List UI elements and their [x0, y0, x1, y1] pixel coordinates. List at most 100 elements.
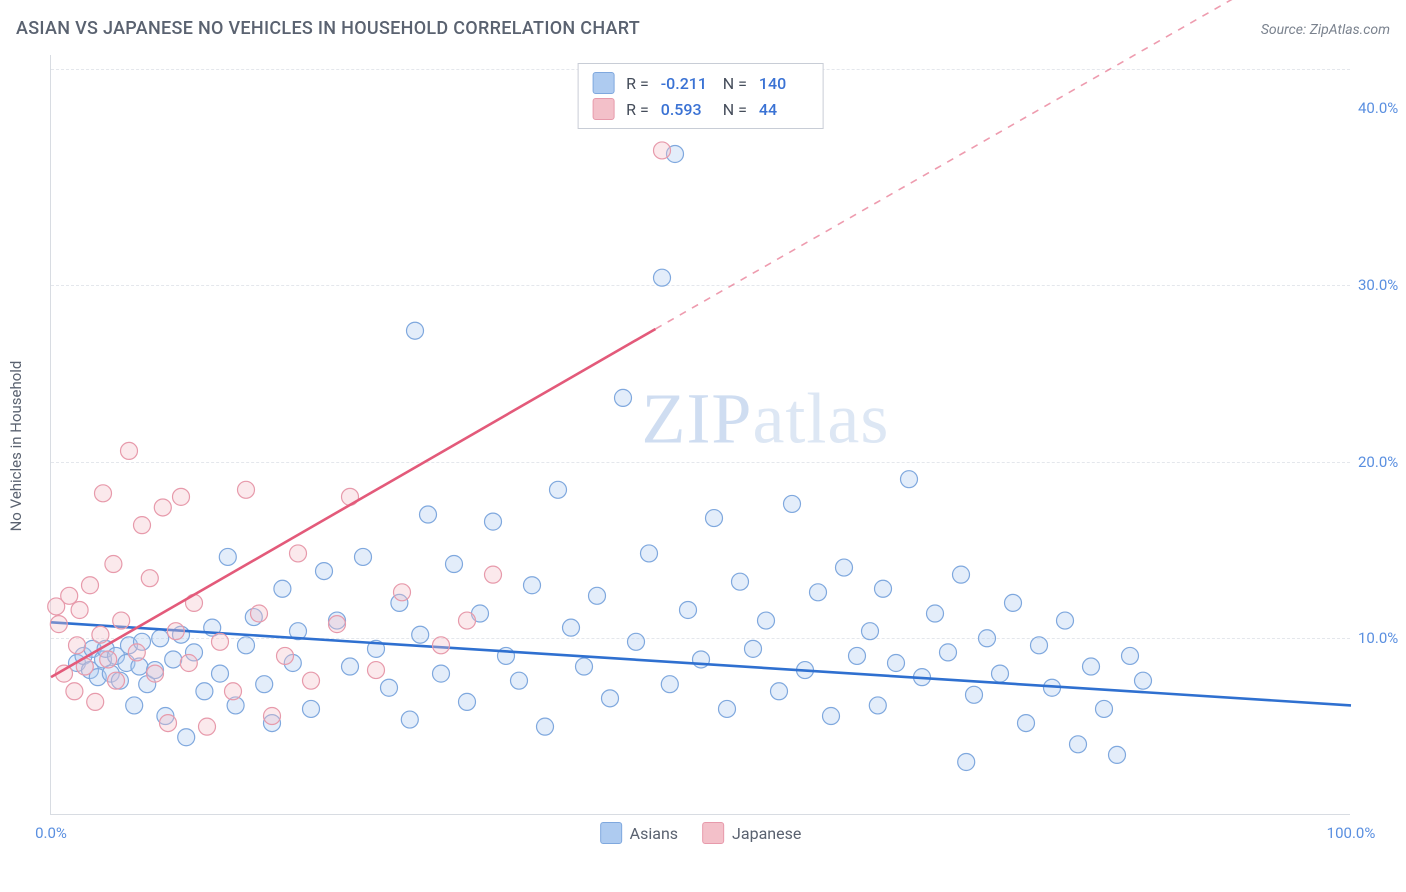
- data-point: [121, 442, 138, 459]
- data-point: [524, 577, 541, 594]
- data-point: [849, 647, 866, 664]
- data-point: [485, 566, 502, 583]
- data-point: [256, 676, 273, 693]
- data-point: [108, 672, 125, 689]
- data-point: [412, 626, 429, 643]
- data-point: [66, 683, 83, 700]
- data-point: [771, 683, 788, 700]
- data-point: [95, 485, 112, 502]
- data-point: [251, 605, 268, 622]
- data-point: [87, 693, 104, 710]
- data-point: [1083, 658, 1100, 675]
- legend-swatch: [702, 822, 724, 844]
- data-point: [82, 577, 99, 594]
- data-point: [654, 269, 671, 286]
- data-point: [342, 658, 359, 675]
- data-point: [511, 672, 528, 689]
- x-tick-label: 0.0%: [35, 824, 67, 842]
- legend-item: Asians: [600, 822, 678, 844]
- data-point: [48, 598, 65, 615]
- data-point: [407, 322, 424, 339]
- data-point: [160, 715, 177, 732]
- data-point: [277, 647, 294, 664]
- r-value: 0.593: [661, 100, 711, 119]
- data-point: [661, 676, 678, 693]
- legend-item: Japanese: [702, 822, 801, 844]
- data-point: [303, 700, 320, 717]
- n-label: N =: [723, 74, 747, 93]
- data-point: [126, 697, 143, 714]
- data-point: [238, 481, 255, 498]
- data-point: [485, 513, 502, 530]
- data-point: [901, 471, 918, 488]
- data-point: [1122, 647, 1139, 664]
- data-point: [641, 545, 658, 562]
- data-point: [219, 548, 236, 565]
- data-point: [1109, 746, 1126, 763]
- data-point: [381, 679, 398, 696]
- data-point: [719, 700, 736, 717]
- data-point: [459, 693, 476, 710]
- data-point: [706, 510, 723, 527]
- data-point: [69, 637, 86, 654]
- chart-svg: [51, 55, 1350, 814]
- n-label: N =: [723, 100, 747, 119]
- data-point: [368, 662, 385, 679]
- data-point: [823, 708, 840, 725]
- data-point: [992, 665, 1009, 682]
- trend-line-extrapolation: [656, 0, 1352, 329]
- trend-line: [51, 622, 1351, 705]
- data-point: [1018, 715, 1035, 732]
- data-point: [537, 718, 554, 735]
- data-point: [680, 601, 697, 618]
- data-point: [1031, 637, 1048, 654]
- title-bar: ASIAN VS JAPANESE NO VEHICLES IN HOUSEHO…: [16, 18, 1390, 39]
- y-tick-label: 20.0%: [1358, 453, 1406, 471]
- data-point: [433, 665, 450, 682]
- data-point: [173, 488, 190, 505]
- data-point: [888, 655, 905, 672]
- data-point: [1005, 594, 1022, 611]
- data-point: [154, 499, 171, 516]
- data-point: [589, 587, 606, 604]
- data-point: [862, 623, 879, 640]
- data-point: [290, 545, 307, 562]
- data-point: [966, 686, 983, 703]
- data-point: [758, 612, 775, 629]
- data-point: [167, 623, 184, 640]
- data-point: [628, 633, 645, 650]
- legend-stats: R =-0.211 N =140 R =0.593 N =44: [577, 63, 824, 129]
- n-value: 44: [759, 100, 809, 119]
- data-point: [238, 637, 255, 654]
- data-point: [165, 651, 182, 668]
- data-point: [100, 651, 117, 668]
- plot-area: ZIPatlas 10.0%20.0%30.0%40.0% R =-0.211 …: [50, 55, 1350, 815]
- data-point: [141, 570, 158, 587]
- data-point: [1057, 612, 1074, 629]
- data-point: [147, 665, 164, 682]
- source-attribution: Source: ZipAtlas.com: [1261, 22, 1390, 38]
- data-point: [958, 753, 975, 770]
- data-point: [953, 566, 970, 583]
- legend-series: Asians Japanese: [600, 822, 802, 844]
- r-label: R =: [626, 74, 649, 93]
- data-point: [433, 637, 450, 654]
- data-point: [420, 506, 437, 523]
- data-point: [180, 655, 197, 672]
- data-point: [1070, 736, 1087, 753]
- legend-label: Japanese: [732, 824, 801, 843]
- data-point: [113, 612, 130, 629]
- r-label: R =: [626, 100, 649, 119]
- data-point: [212, 665, 229, 682]
- data-point: [401, 711, 418, 728]
- data-point: [394, 584, 411, 601]
- data-point: [927, 605, 944, 622]
- data-point: [810, 584, 827, 601]
- data-point: [550, 481, 567, 498]
- data-point: [1135, 672, 1152, 689]
- data-point: [212, 633, 229, 650]
- data-point: [940, 644, 957, 661]
- data-point: [152, 630, 169, 647]
- data-point: [576, 658, 593, 675]
- y-tick-label: 30.0%: [1358, 276, 1406, 294]
